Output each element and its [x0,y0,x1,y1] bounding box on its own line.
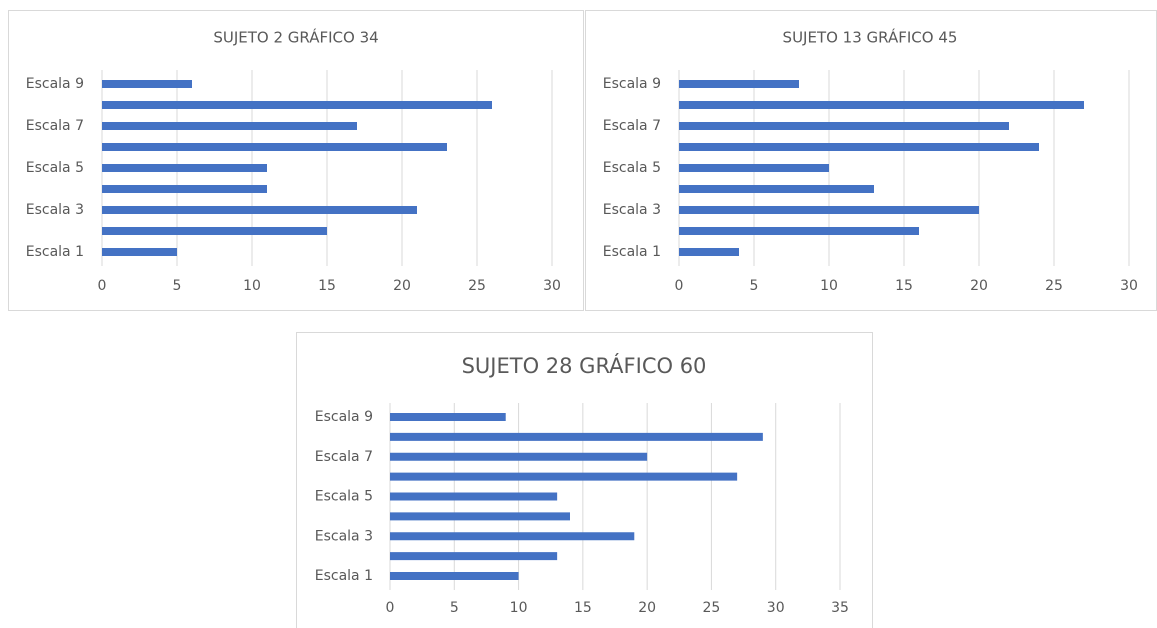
x-tick-label: 30 [1120,278,1138,294]
y-tick-label: Escala 1 [315,568,373,584]
bar [679,143,1039,151]
chart-frame [8,10,584,311]
y-tick-label: Escala 9 [603,76,661,92]
bar [390,552,558,561]
bar [679,185,874,193]
x-tick-label: 20 [970,278,988,294]
y-tick-label: Escala 1 [603,244,661,260]
bar [679,164,829,172]
x-tick-label: 10 [820,278,838,294]
x-tick-label: 20 [638,600,656,616]
x-tick-label: 20 [393,278,411,294]
x-tick-label: 15 [574,600,592,616]
bar [679,206,979,214]
bar [679,122,1009,130]
bar [390,492,558,501]
x-tick-label: 5 [450,600,459,616]
y-tick-label: Escala 3 [603,202,661,218]
bar [102,185,267,193]
y-tick-label: Escala 7 [603,118,661,134]
bar [102,122,357,130]
x-tick-label: 15 [895,278,913,294]
bar [102,227,327,235]
x-tick-label: 30 [767,600,785,616]
y-tick-label: Escala 7 [26,118,84,134]
bar [679,101,1084,109]
y-tick-label: Escala 3 [26,202,84,218]
x-tick-label: 0 [386,600,395,616]
x-tick-label: 10 [510,600,528,616]
x-tick-label: 5 [750,278,759,294]
y-tick-label: Escala 3 [315,528,373,544]
bar [390,432,763,441]
bar [679,227,919,235]
x-tick-label: 25 [1045,278,1063,294]
x-tick-label: 10 [243,278,261,294]
y-tick-label: Escala 1 [26,244,84,260]
bar [390,572,519,580]
x-tick-label: 25 [703,600,721,616]
x-tick-label: 0 [675,278,684,294]
bar [102,248,177,256]
bar [102,143,447,151]
bar [102,164,267,172]
y-tick-label: Escala 5 [603,160,661,176]
bar [390,452,648,461]
x-tick-label: 30 [543,278,561,294]
bar [390,413,506,421]
bar [102,206,417,214]
x-tick-label: 5 [173,278,182,294]
chart-title: SUJETO 2 GRÁFICO 34 [213,28,378,47]
x-tick-label: 0 [98,278,107,294]
chart-title: SUJETO 28 GRÁFICO 60 [462,353,707,378]
y-tick-label: Escala 5 [26,160,84,176]
bar [390,512,570,521]
chart-title: SUJETO 13 GRÁFICO 45 [783,28,958,47]
bar [679,248,739,256]
y-tick-label: Escala 9 [26,76,84,92]
y-tick-label: Escala 7 [315,449,373,465]
x-tick-label: 15 [318,278,336,294]
chart-frame [585,10,1157,311]
y-tick-label: Escala 5 [315,489,373,505]
x-tick-label: 25 [468,278,486,294]
bar [102,80,192,88]
bar [390,532,635,541]
bar [102,101,492,109]
x-tick-label: 35 [831,600,849,616]
bar [390,472,738,481]
y-tick-label: Escala 9 [315,409,373,425]
bar [679,80,799,88]
